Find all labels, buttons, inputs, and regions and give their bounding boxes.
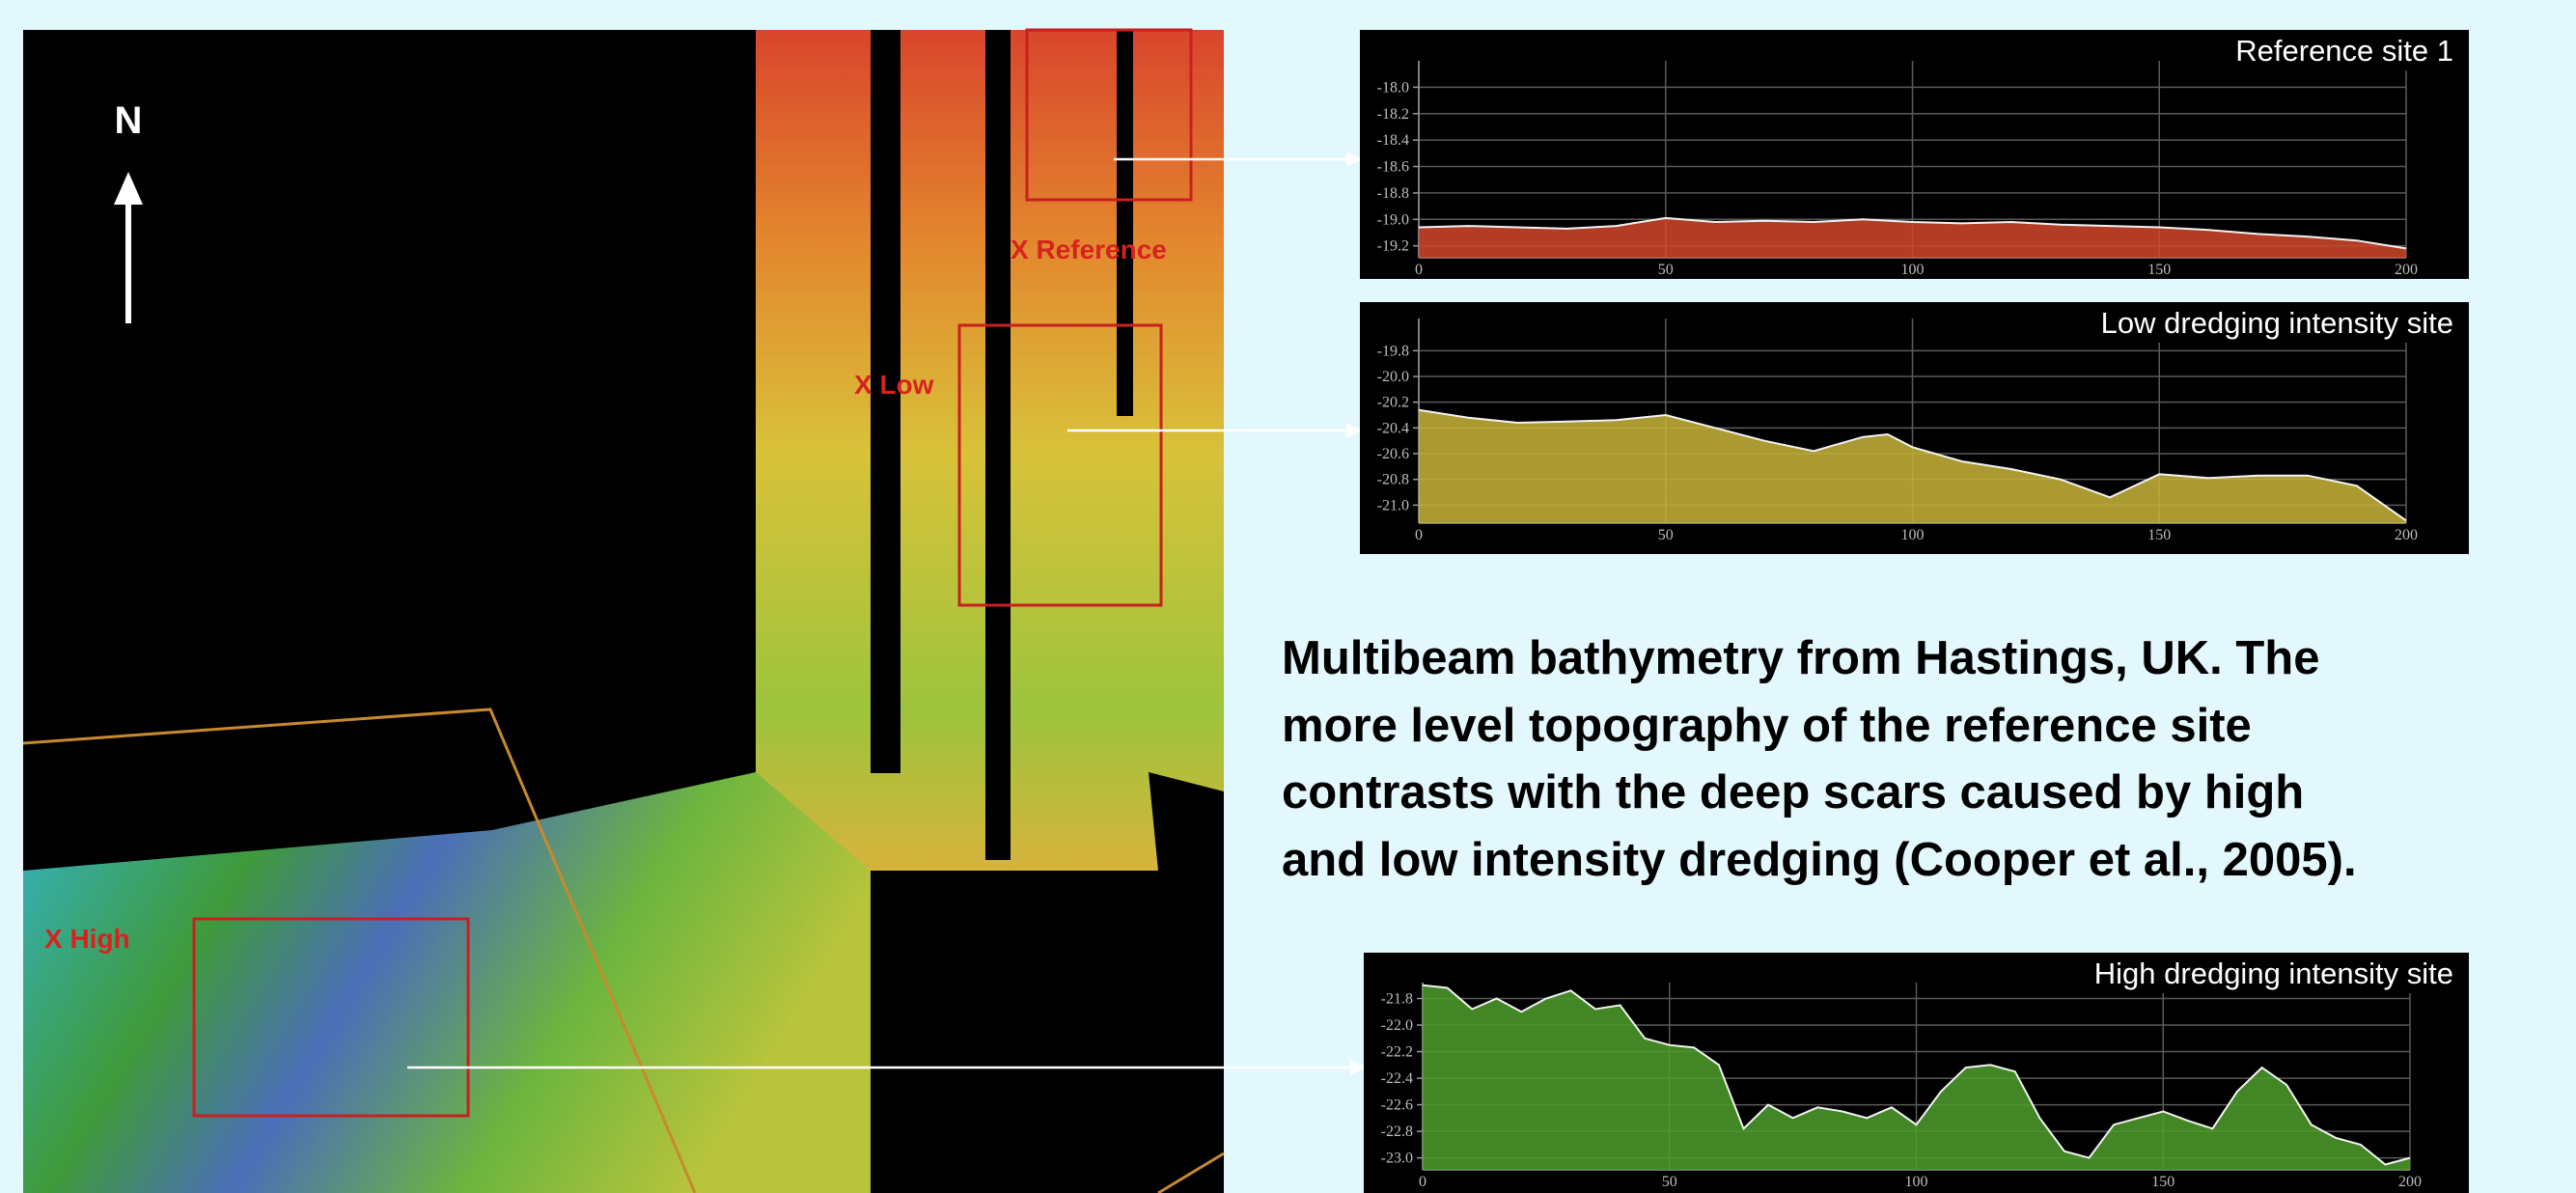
y-tick-label: -22.8 — [1381, 1124, 1413, 1140]
y-tick-label: -21.8 — [1381, 991, 1413, 1008]
strip-gap — [985, 30, 1011, 860]
y-tick-label: -22.4 — [1381, 1070, 1413, 1087]
x-tick-label: 200 — [2398, 1174, 2422, 1190]
site-label: X Low — [854, 370, 934, 400]
y-tick-label: -19.8 — [1377, 343, 1409, 359]
x-tick-label: 0 — [1415, 262, 1423, 278]
x-tick-label: 150 — [2147, 527, 2171, 543]
connector-head — [1347, 153, 1360, 165]
y-tick-label: -18.0 — [1377, 79, 1409, 96]
x-tick-label: 50 — [1662, 1174, 1677, 1190]
x-tick-label: 150 — [2151, 1174, 2174, 1190]
x-tick-label: 150 — [2147, 262, 2171, 278]
y-tick-label: -20.2 — [1377, 395, 1409, 411]
y-tick-label: -19.2 — [1377, 238, 1409, 255]
y-tick-label: -18.6 — [1377, 159, 1409, 176]
profile-chart: -19.8 -20.0 -20.2 -20.4 -20.6 -20.8 -21.0 0 50 10… — [1360, 302, 2469, 554]
x-tick-label: 200 — [2395, 527, 2418, 543]
map-background — [871, 871, 1224, 1193]
y-tick-label: -18.8 — [1377, 185, 1409, 202]
y-tick-label: -22.0 — [1381, 1017, 1413, 1034]
strip-gap — [871, 30, 900, 773]
chart-title: Low dredging intensity site — [2101, 306, 2453, 340]
y-tick-label: -18.2 — [1377, 106, 1409, 123]
chart-title: Reference site 1 — [2235, 34, 2453, 68]
caption-line: contrasts with the deep scars caused by … — [1282, 766, 2304, 818]
figure: N X Reference X Low X High Multibeam bat… — [0, 0, 2576, 1193]
north-label: N — [115, 99, 143, 142]
caption: Multibeam bathymetry from Hastings, UK. … — [1282, 632, 2357, 886]
x-tick-label: 50 — [1658, 527, 1674, 543]
profile-chart: -21.8 -22.0 -22.2 -22.4 -22.6 -22.8 -23.0 0 50 10… — [1364, 953, 2469, 1193]
caption-line: more level topography of the reference s… — [1282, 700, 2252, 752]
y-tick-label: -20.8 — [1377, 472, 1409, 488]
y-tick-label: -20.6 — [1377, 446, 1409, 462]
y-tick-label: -20.4 — [1377, 420, 1409, 436]
site-label: X Reference — [1011, 235, 1167, 264]
x-tick-label: 200 — [2395, 262, 2418, 278]
chart-title: High dredging intensity site — [2094, 957, 2453, 990]
y-tick-label: -23.0 — [1381, 1151, 1413, 1167]
y-tick-label: -22.6 — [1381, 1097, 1413, 1114]
y-tick-label: -21.0 — [1377, 497, 1409, 513]
caption-line: Multibeam bathymetry from Hastings, UK. … — [1282, 632, 2319, 684]
y-tick-label: -18.4 — [1377, 132, 1409, 149]
x-tick-label: 0 — [1419, 1174, 1426, 1190]
y-tick-label: -20.0 — [1377, 369, 1409, 385]
x-tick-label: 0 — [1415, 527, 1423, 543]
connector-head — [1347, 425, 1360, 436]
x-tick-label: 100 — [1901, 262, 1925, 278]
caption-line: and low intensity dredging (Cooper et al… — [1282, 834, 2357, 886]
x-tick-label: 100 — [1901, 527, 1925, 543]
connector-head — [1351, 1062, 1364, 1073]
y-tick-label: -22.2 — [1381, 1044, 1413, 1061]
site-label: X High — [44, 924, 130, 954]
bathymetry-map: N X Reference X Low X High — [23, 30, 1224, 1193]
x-tick-label: 50 — [1658, 262, 1674, 278]
x-tick-label: 100 — [1905, 1174, 1928, 1190]
strip-gap — [1117, 30, 1133, 416]
profile-chart: -18.0 -18.2 -18.4 -18.6 -18.8 -19.0 -19.2 0 50 10… — [1360, 30, 2469, 279]
y-tick-label: -19.0 — [1377, 211, 1409, 228]
